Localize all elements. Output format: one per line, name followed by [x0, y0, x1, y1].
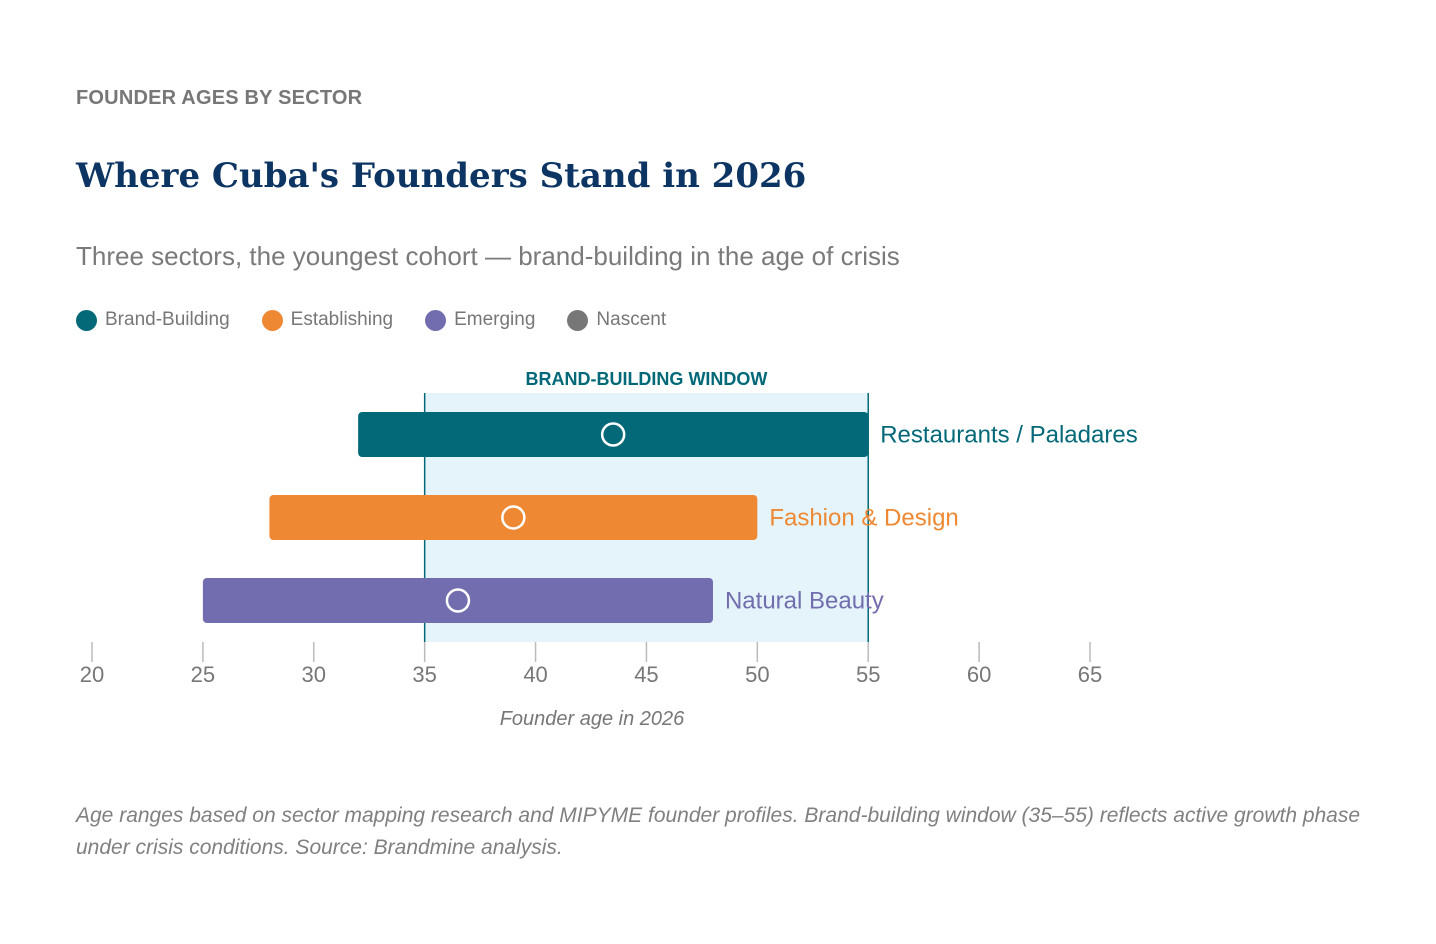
range-bar	[358, 412, 869, 457]
window-band	[424, 393, 869, 642]
legend-label: Establishing	[290, 309, 394, 330]
legend-label: Nascent	[596, 309, 667, 330]
chart-footnote: Age ranges based on sector mapping resea…	[76, 804, 1361, 859]
bar-label: Natural Beauty	[725, 588, 884, 615]
x-tick-label: 40	[523, 662, 547, 687]
window-label: BRAND-BUILDING WINDOW	[525, 369, 767, 389]
bar-label: Fashion & Design	[769, 505, 958, 532]
median-marker	[600, 422, 626, 447]
x-tick-label: 60	[967, 662, 991, 687]
legend-item: Nascent	[567, 309, 666, 331]
chart-title: Where Cuba's Founders Stand in 2026	[76, 156, 807, 196]
bar-label: Restaurants / Paladares	[880, 422, 1137, 449]
legend-swatch	[425, 309, 447, 331]
legend-swatch	[76, 309, 97, 331]
legend-swatch	[261, 309, 283, 331]
median-marker	[501, 505, 526, 530]
median-marker	[445, 588, 471, 613]
legend-label: Emerging	[454, 309, 536, 330]
x-axis-label: Founder age in 2026	[500, 708, 685, 730]
x-tick-label: 35	[412, 662, 436, 687]
x-tick-label: 30	[302, 662, 326, 687]
chart-eyebrow: FOUNDER AGES BY SECTOR	[76, 87, 363, 109]
chart-subtitle: Three sectors, the youngest cohort — bra…	[76, 241, 900, 271]
x-tick-label: 55	[856, 662, 880, 687]
legend: Brand-Building Establishing Emerging Nas…	[76, 309, 666, 331]
legend-swatch	[567, 309, 589, 331]
x-tick-label: 25	[191, 662, 215, 687]
legend-label: Brand-Building	[105, 309, 230, 330]
x-tick-label: 45	[634, 662, 658, 687]
range-bar	[269, 495, 758, 540]
range-bar	[202, 578, 713, 623]
x-tick-label: 50	[745, 662, 769, 687]
legend-item: Establishing	[261, 309, 394, 331]
legend-item: Brand-Building	[76, 309, 230, 331]
x-tick-label: 65	[1078, 662, 1102, 687]
x-tick-label: 20	[80, 662, 104, 687]
legend-item: Emerging	[425, 309, 535, 331]
